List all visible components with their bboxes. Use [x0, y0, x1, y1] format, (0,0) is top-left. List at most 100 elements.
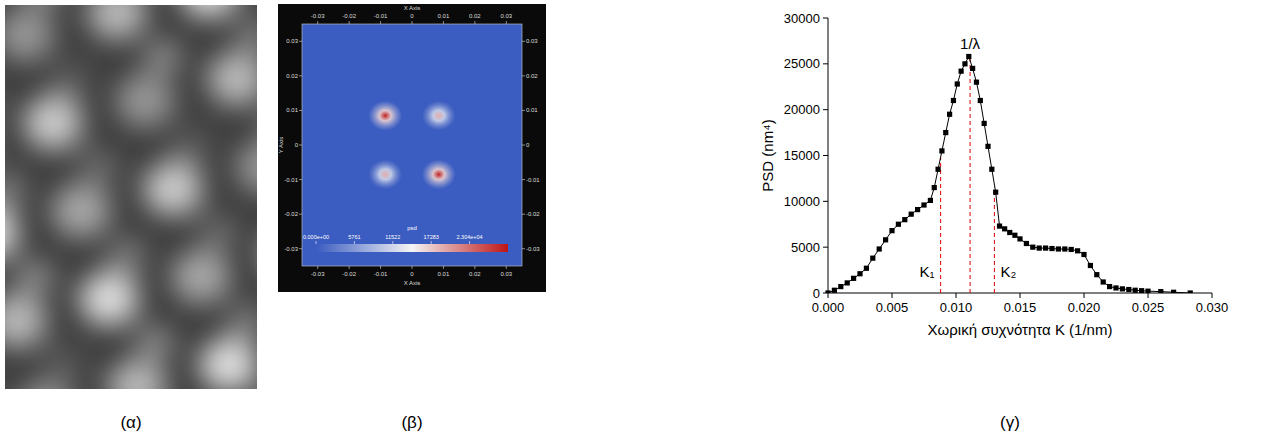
x-tick — [317, 21, 318, 24]
x-tick — [317, 266, 318, 269]
y-tick — [299, 145, 302, 146]
data-point — [928, 198, 933, 203]
x-tick — [474, 266, 475, 269]
x-tick — [1148, 293, 1149, 298]
x-tick-label: 0.02 — [469, 13, 481, 19]
y-tick — [522, 145, 525, 146]
data-point — [935, 167, 940, 172]
colorbar-tick-label: 11522 — [385, 234, 400, 240]
x-tick-label: 0.010 — [940, 300, 973, 315]
image-blob — [235, 140, 257, 194]
data-point — [955, 81, 960, 86]
data-point — [1049, 246, 1054, 251]
y-tick-label: -0.01 — [526, 177, 540, 183]
data-point — [825, 290, 830, 293]
data-point — [877, 246, 882, 251]
x-tick — [956, 293, 957, 298]
data-point — [1101, 279, 1106, 284]
data-point — [838, 284, 843, 289]
y-axis-title: PSD (nm⁴) — [759, 119, 776, 191]
heatmap-plot — [302, 24, 522, 266]
y-tick — [299, 75, 302, 76]
data-point — [832, 288, 837, 293]
colorbar-tick-label: 2.304e+04 — [457, 234, 483, 240]
y-tick — [299, 179, 302, 180]
annotation: K₁ — [920, 263, 935, 280]
y-tick-label: 0 — [526, 142, 530, 148]
y-tick-label: -0.01 — [284, 177, 298, 183]
data-point — [1030, 245, 1035, 250]
x-tick — [828, 293, 829, 298]
data-point — [959, 69, 964, 74]
y-tick-label: 0.02 — [286, 73, 298, 79]
data-point — [1158, 289, 1163, 293]
data-point — [902, 217, 907, 222]
data-point — [851, 276, 856, 281]
data-point — [1171, 290, 1176, 293]
data-point — [857, 271, 862, 276]
image-blob — [135, 325, 175, 361]
y-tick-label: 0.02 — [526, 73, 538, 79]
image-blob — [107, 237, 147, 273]
x-tick-label: -0.01 — [374, 13, 388, 19]
y-tick — [823, 201, 828, 202]
y-tick — [522, 75, 525, 76]
x-tick-label: -0.02 — [342, 271, 356, 277]
y-tick — [299, 248, 302, 249]
image-blob — [179, 5, 239, 18]
data-point — [883, 237, 888, 242]
y-tick-label: 0.01 — [526, 107, 538, 113]
x-tick — [892, 293, 893, 298]
y-tick — [823, 63, 828, 64]
y-tick — [299, 214, 302, 215]
x-tick-label: -0.01 — [374, 271, 388, 277]
data-point — [1126, 287, 1131, 292]
data-point — [1037, 245, 1042, 250]
y-tick — [522, 248, 525, 249]
y-tick — [299, 41, 302, 42]
x-tick-label: -0.02 — [342, 13, 356, 19]
annotation: 1/λ — [960, 35, 981, 52]
data-point — [982, 121, 987, 126]
image-blob — [143, 162, 203, 216]
data-point — [1075, 248, 1080, 253]
y-tick-label: -0.03 — [284, 246, 298, 252]
colorbar-tick-label: 0.000e+00 — [303, 234, 329, 240]
data-point — [974, 80, 979, 85]
y-tick — [522, 110, 525, 111]
data-point — [943, 130, 948, 135]
y-tick-label: -0.02 — [526, 211, 540, 217]
heatmap-frame — [302, 24, 522, 266]
y-tick-label: 30000 — [784, 11, 820, 26]
data-point — [1069, 247, 1074, 252]
data-point — [870, 256, 875, 261]
y-tick — [823, 247, 828, 248]
y-tick — [823, 18, 828, 19]
image-blob — [227, 303, 257, 339]
data-point — [864, 266, 869, 271]
data-point — [909, 212, 914, 217]
colorbar-tick — [316, 241, 317, 244]
x-tick-label: 0.005 — [876, 300, 909, 315]
data-point — [932, 185, 937, 190]
colorbar-tick — [392, 241, 393, 244]
x-tick — [380, 266, 381, 269]
x-tick-label: 0 — [410, 271, 414, 277]
data-point — [962, 61, 967, 66]
image-blob — [79, 272, 139, 326]
image-blob — [199, 215, 239, 251]
x-tick-label: -0.03 — [311, 13, 325, 19]
y-tick-label: 10000 — [784, 194, 820, 209]
image-blob — [115, 74, 175, 128]
data-point — [1113, 285, 1118, 290]
data-point — [1024, 241, 1029, 246]
panel-label: (β) — [401, 413, 422, 432]
annotation: K₂ — [1000, 263, 1016, 280]
y-tick — [522, 179, 525, 180]
image-blob — [15, 259, 55, 295]
image-blob — [107, 360, 167, 389]
heatmap-peak — [368, 159, 402, 189]
y-tick-label: 5000 — [791, 240, 820, 255]
data-line — [828, 57, 1190, 294]
x-tick-label: 0.03 — [500, 271, 512, 277]
